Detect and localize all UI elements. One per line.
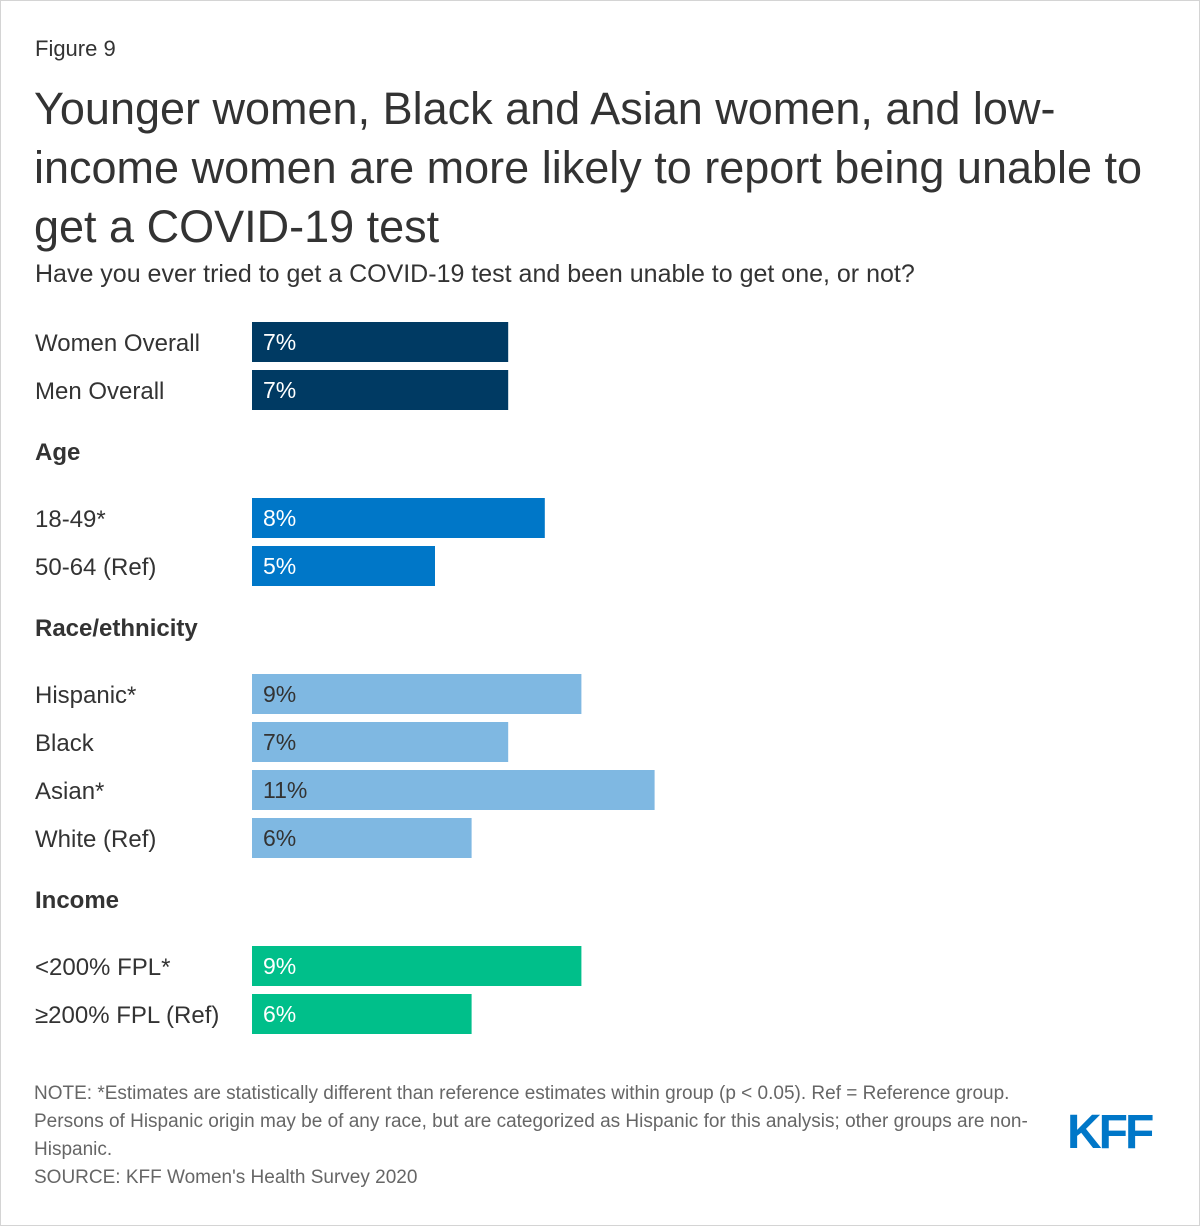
kff-logo[interactable]: KFF [1067, 1106, 1154, 1159]
data-label: 7% [263, 329, 296, 355]
group-heading: Race/ethnicity [35, 615, 198, 642]
bar [252, 546, 435, 586]
category-label: Hispanic* [35, 682, 136, 709]
data-label: 6% [263, 1001, 296, 1027]
data-label: 7% [263, 377, 296, 403]
group-heading: Age [35, 439, 80, 466]
category-label: Women Overall [35, 330, 200, 357]
category-label: 18-49* [35, 506, 106, 533]
category-label: Black [35, 730, 95, 757]
bar [252, 322, 509, 362]
bar [252, 498, 545, 538]
data-label: 5% [263, 553, 296, 579]
data-label: 9% [263, 953, 296, 979]
chart-subtitle: Have you ever tried to get a COVID-19 te… [35, 260, 915, 288]
chart-source: SOURCE: KFF Women's Health Survey 2020 [34, 1167, 418, 1188]
chart-note: NOTE: *Estimates are statistically diffe… [34, 1083, 1028, 1160]
bar [252, 818, 472, 858]
data-label: 11% [263, 777, 307, 803]
data-label: 7% [263, 729, 296, 755]
category-label: 50-64 (Ref) [35, 554, 156, 581]
bar [252, 946, 582, 986]
bar [252, 674, 582, 714]
bar [252, 770, 655, 810]
figure-label: Figure 9 [35, 36, 116, 61]
category-label: Men Overall [35, 378, 164, 405]
data-label: 6% [263, 825, 296, 851]
chart-title: Younger women, Black and Asian women, an… [34, 83, 1143, 252]
category-label: <200% FPL* [35, 954, 170, 981]
data-label: 8% [263, 505, 296, 531]
category-label: White (Ref) [35, 826, 156, 853]
group-heading: Income [35, 887, 119, 914]
bar [252, 722, 509, 762]
bar [252, 370, 509, 410]
bar [252, 994, 472, 1034]
category-label: Asian* [35, 778, 104, 805]
data-label: 9% [263, 681, 296, 707]
category-label: ≥200% FPL (Ref) [35, 1002, 219, 1029]
